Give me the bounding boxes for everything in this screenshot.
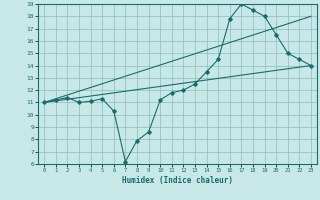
X-axis label: Humidex (Indice chaleur): Humidex (Indice chaleur) <box>122 176 233 185</box>
